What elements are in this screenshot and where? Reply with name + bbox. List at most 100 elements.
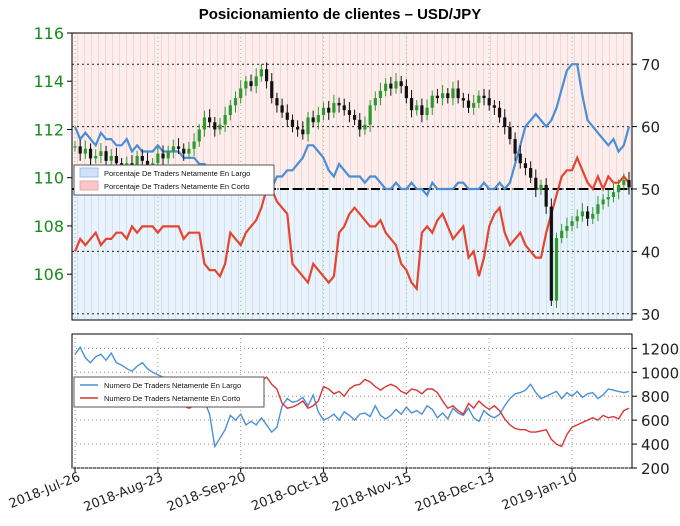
candle-body (591, 213, 595, 219)
candle-body (606, 197, 610, 200)
candle-body (461, 98, 465, 101)
candle-body (580, 211, 585, 217)
candle-body (554, 238, 559, 301)
legend-entry: Numero De Traders Netamente En Corto (104, 394, 240, 403)
candle-body (161, 153, 165, 159)
candle-body (430, 95, 434, 108)
legend-swatch (79, 167, 99, 178)
candle-body (332, 102, 336, 113)
top-panel-frame (71, 32, 633, 321)
candle-body (187, 148, 191, 154)
left-axis-tick-label: 106 (33, 265, 64, 284)
candle-body (192, 141, 196, 149)
candle-body (617, 184, 621, 193)
candle-body (529, 168, 533, 178)
candle-body (316, 115, 320, 123)
candle-body (435, 95, 440, 99)
candle-body (94, 156, 98, 159)
right-axis-tick-label: 70 (641, 56, 660, 74)
bottom-right-axis-tick-label: 1000 (641, 364, 679, 382)
chart-title: Posicionamiento de clientes – USD/JPY (198, 6, 482, 23)
candle-body (477, 95, 481, 103)
bottom-legend-box (73, 376, 265, 408)
candle-body (239, 88, 243, 99)
candle-body (321, 107, 326, 115)
top-legend-box (73, 164, 275, 196)
candle-body (523, 163, 528, 169)
x-axis-tick-label: 2019-Jan-10 (500, 470, 580, 514)
candle-body (270, 81, 274, 99)
candle-body (145, 160, 150, 169)
x-axis-tick-label: 2018-Oct-18 (250, 470, 332, 515)
top-legend: Porcentaje De Traders Netamente En Largo… (73, 164, 275, 196)
candle-body (627, 180, 631, 188)
candle-body (327, 107, 331, 113)
x-axis-tick-label: 2018-Aug-23 (82, 470, 166, 515)
candle-body (451, 88, 455, 99)
candle-body (508, 127, 512, 140)
candle-body (384, 83, 388, 91)
candle-body (130, 163, 134, 166)
candle-body (244, 81, 248, 89)
candle-body (301, 129, 305, 135)
candle-body (259, 69, 263, 77)
candle-body (466, 100, 471, 108)
candle-body (166, 151, 170, 159)
bottom-right-axis-tick-label: 400 (641, 436, 670, 454)
candle-body (409, 98, 414, 111)
candle-body (378, 90, 383, 99)
candle-body (518, 153, 522, 164)
candle-body (347, 110, 352, 115)
x-axis-tick-label: 2018-Dec-13 (413, 470, 497, 515)
right-axis-tick-label: 50 (641, 181, 660, 199)
short-area-background (72, 33, 632, 189)
candle-body (249, 81, 253, 87)
candle-body (352, 115, 357, 120)
candle-body (441, 93, 445, 99)
candle-body (342, 105, 346, 111)
candle-body (456, 88, 460, 99)
candle-body (575, 216, 579, 222)
candle-body (208, 117, 212, 123)
left-axis-tick-label: 116 (33, 24, 64, 43)
candle-body (275, 98, 279, 106)
legend-entry: Numero De Traders Netamente En Largo (104, 381, 241, 390)
candle-body (104, 151, 108, 161)
left-axis-tick-label: 114 (33, 72, 64, 91)
candle-body (570, 221, 574, 226)
candle-body (223, 115, 227, 125)
candle-body (99, 151, 103, 156)
candle-body (202, 117, 207, 130)
candle-body (140, 156, 144, 161)
right-axis-tick-label: 30 (641, 306, 660, 324)
candle-body (73, 146, 77, 148)
candle-body (311, 117, 315, 123)
candle-body (213, 122, 217, 130)
candle-body (404, 86, 408, 99)
candle-body (233, 98, 238, 106)
candle-body (544, 184, 548, 207)
candle-body (503, 117, 507, 128)
bottom-right-axis-tick-label: 200 (641, 460, 670, 478)
candle-body (389, 83, 393, 89)
candle-body (513, 139, 517, 154)
candle-body (368, 105, 372, 125)
legend-entry: Porcentaje De Traders Netamente En Corto (104, 182, 250, 191)
short-percent-line (73, 154, 630, 292)
candle-body (585, 211, 590, 219)
candle-body (425, 107, 429, 115)
candle-body (373, 98, 377, 106)
candle-body (399, 81, 403, 87)
candle-body (182, 148, 186, 154)
legend-swatch (79, 180, 99, 191)
x-axis-tick-label: 2018-Jul-26 (7, 470, 83, 512)
x-axis-tick-label: 2018-Sep-20 (165, 470, 248, 515)
left-axis-tick-label: 110 (33, 169, 64, 188)
bottom-right-axis-tick-label: 1200 (641, 340, 679, 358)
candle-body (218, 124, 222, 130)
candle-body (472, 102, 476, 108)
candle-body (197, 129, 201, 142)
candle-body (497, 107, 502, 118)
candle-body (83, 148, 87, 154)
